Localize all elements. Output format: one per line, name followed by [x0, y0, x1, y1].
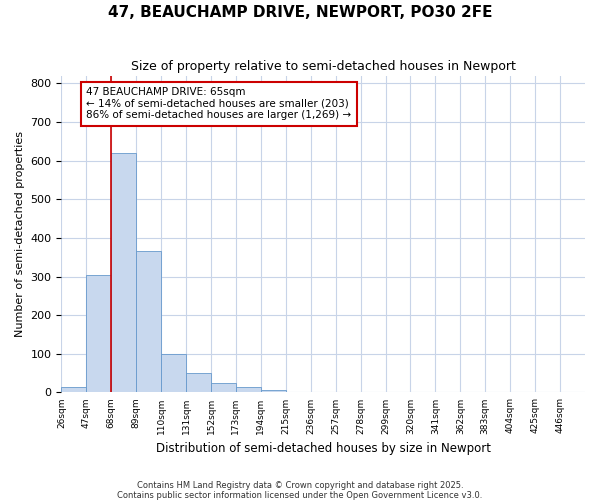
Bar: [161, 354, 186, 393]
Title: Size of property relative to semi-detached houses in Newport: Size of property relative to semi-detach…: [131, 60, 515, 73]
Text: 47 BEAUCHAMP DRIVE: 65sqm
← 14% of semi-detached houses are smaller (203)
86% of: 47 BEAUCHAMP DRIVE: 65sqm ← 14% of semi-…: [86, 87, 352, 120]
Bar: [236, 388, 261, 392]
Bar: [111, 153, 136, 392]
Text: Contains HM Land Registry data © Crown copyright and database right 2025.: Contains HM Land Registry data © Crown c…: [137, 480, 463, 490]
X-axis label: Distribution of semi-detached houses by size in Newport: Distribution of semi-detached houses by …: [156, 442, 491, 455]
Bar: [86, 276, 111, 392]
Bar: [211, 383, 236, 392]
Bar: [186, 373, 211, 392]
Bar: [261, 390, 286, 392]
Bar: [61, 386, 86, 392]
Y-axis label: Number of semi-detached properties: Number of semi-detached properties: [15, 131, 25, 337]
Text: Contains public sector information licensed under the Open Government Licence v3: Contains public sector information licen…: [118, 490, 482, 500]
Text: 47, BEAUCHAMP DRIVE, NEWPORT, PO30 2FE: 47, BEAUCHAMP DRIVE, NEWPORT, PO30 2FE: [108, 5, 492, 20]
Bar: [136, 252, 161, 392]
